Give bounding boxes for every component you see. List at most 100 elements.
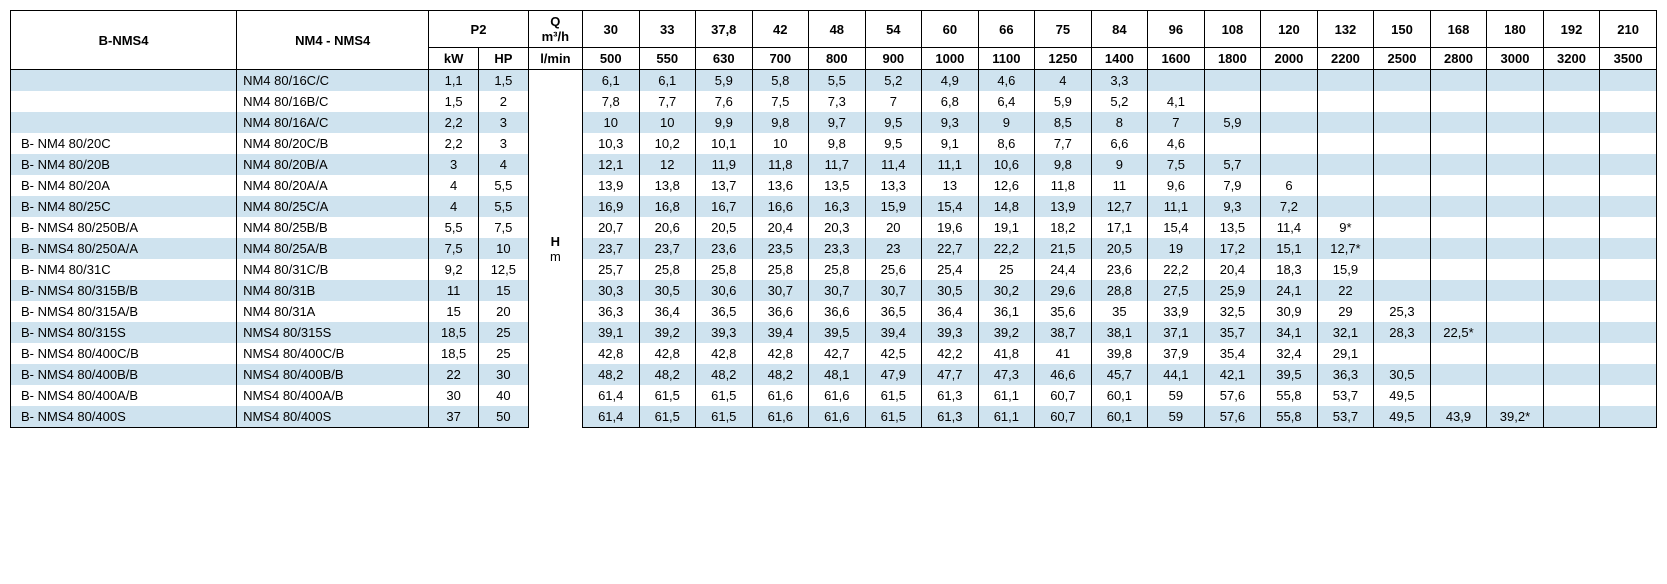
cell-value: [1487, 196, 1544, 217]
cell-value: [1261, 112, 1318, 133]
cell-value: 17,2: [1204, 238, 1261, 259]
cell-value: 9*: [1317, 217, 1374, 238]
cell-value: [1543, 385, 1600, 406]
cell-value: [1600, 406, 1657, 428]
cell-value: 11,9: [696, 154, 753, 175]
cell-value: 10: [639, 112, 696, 133]
cell-value: [1600, 133, 1657, 154]
cell-value: 25,4: [922, 259, 979, 280]
cell-value: 7,7: [1035, 133, 1092, 154]
cell-value: [1487, 385, 1544, 406]
cell-value: 21,5: [1035, 238, 1092, 259]
cell-value: 25,8: [696, 259, 753, 280]
cell-value: [1374, 91, 1431, 112]
cell-value: 32,1: [1317, 322, 1374, 343]
table-row: B- NMS4 80/400SNMS4 80/400S375061,461,56…: [11, 406, 1657, 428]
cell-hp: 40: [479, 385, 529, 406]
table-row: B- NM4 80/20ANM4 80/20A/A45,513,913,813,…: [11, 175, 1657, 196]
cell-value: [1487, 217, 1544, 238]
flow-m3h-15: 168: [1430, 11, 1487, 48]
flow-lmin-14: 2500: [1374, 48, 1431, 70]
cell-value: 5,2: [1091, 91, 1148, 112]
cell-value: 30,6: [696, 280, 753, 301]
cell-value: [1487, 154, 1544, 175]
flow-lmin-4: 800: [809, 48, 866, 70]
flow-m3h-5: 54: [865, 11, 922, 48]
flow-m3h-4: 48: [809, 11, 866, 48]
cell-value: 39,4: [865, 322, 922, 343]
cell-value: 36,3: [582, 301, 639, 322]
cell-value: 48,1: [809, 364, 866, 385]
cell-value: 6,8: [922, 91, 979, 112]
cell-nm-model: NMS4 80/315S: [237, 322, 429, 343]
cell-value: [1600, 343, 1657, 364]
cell-value: 9,3: [1204, 196, 1261, 217]
cell-value: [1543, 301, 1600, 322]
cell-value: 34,1: [1261, 322, 1318, 343]
q-symbol: Q: [550, 14, 560, 29]
flow-lmin-18: 3500: [1600, 48, 1657, 70]
flow-m3h-1: 33: [639, 11, 696, 48]
header-lmin: l/min: [528, 48, 582, 70]
cell-hp: 5,5: [479, 175, 529, 196]
cell-b-model: B- NM4 80/25C: [11, 196, 237, 217]
cell-value: 36,4: [922, 301, 979, 322]
cell-value: [1430, 238, 1487, 259]
cell-value: 39,2: [639, 322, 696, 343]
cell-value: 10,6: [978, 154, 1035, 175]
cell-b-model: B- NMS4 80/400C/B: [11, 343, 237, 364]
cell-value: 24,4: [1035, 259, 1092, 280]
cell-value: 20,5: [1091, 238, 1148, 259]
cell-value: [1543, 364, 1600, 385]
cell-value: 5,9: [1204, 112, 1261, 133]
table-row: B- NMS4 80/315B/BNM4 80/31B111530,330,53…: [11, 280, 1657, 301]
cell-value: 61,3: [922, 385, 979, 406]
cell-value: [1487, 301, 1544, 322]
cell-value: 47,7: [922, 364, 979, 385]
cell-hp: 25: [479, 322, 529, 343]
cell-value: 32,4: [1261, 343, 1318, 364]
cell-value: 30,7: [752, 280, 809, 301]
flow-m3h-14: 150: [1374, 11, 1431, 48]
header-hp: HP: [479, 48, 529, 70]
cell-value: 10: [582, 112, 639, 133]
cell-value: 9: [1091, 154, 1148, 175]
cell-value: [1317, 133, 1374, 154]
cell-value: [1317, 196, 1374, 217]
flow-lmin-0: 500: [582, 48, 639, 70]
cell-value: 42,2: [922, 343, 979, 364]
flow-lmin-12: 2000: [1261, 48, 1318, 70]
cell-value: [1487, 259, 1544, 280]
cell-value: 61,5: [696, 406, 753, 428]
cell-nm-model: NM4 80/16B/C: [237, 91, 429, 112]
cell-value: 18,3: [1261, 259, 1318, 280]
cell-hp: 10: [479, 238, 529, 259]
cell-value: 47,9: [865, 364, 922, 385]
cell-value: 42,8: [639, 343, 696, 364]
cell-value: 23,5: [752, 238, 809, 259]
cell-hp: 5,5: [479, 196, 529, 217]
cell-value: 57,6: [1204, 406, 1261, 428]
cell-hp: 2: [479, 91, 529, 112]
cell-value: 18,2: [1035, 217, 1092, 238]
cell-value: [1430, 259, 1487, 280]
cell-b-model: B- NM4 80/31C: [11, 259, 237, 280]
cell-value: [1600, 196, 1657, 217]
cell-value: [1600, 385, 1657, 406]
cell-value: 33,9: [1148, 301, 1205, 322]
cell-value: 39,5: [809, 322, 866, 343]
flow-m3h-11: 108: [1204, 11, 1261, 48]
flow-m3h-3: 42: [752, 11, 809, 48]
cell-value: 44,1: [1148, 364, 1205, 385]
flow-lmin-7: 1100: [978, 48, 1035, 70]
cell-value: 7,3: [809, 91, 866, 112]
cell-value: 25,9: [1204, 280, 1261, 301]
cell-value: 28,3: [1374, 322, 1431, 343]
cell-value: 12,1: [582, 154, 639, 175]
cell-value: 49,5: [1374, 406, 1431, 428]
cell-value: 8,6: [978, 133, 1035, 154]
cell-value: 61,6: [752, 406, 809, 428]
cell-value: [1543, 322, 1600, 343]
cell-hp: 25: [479, 343, 529, 364]
cell-value: 14,8: [978, 196, 1035, 217]
